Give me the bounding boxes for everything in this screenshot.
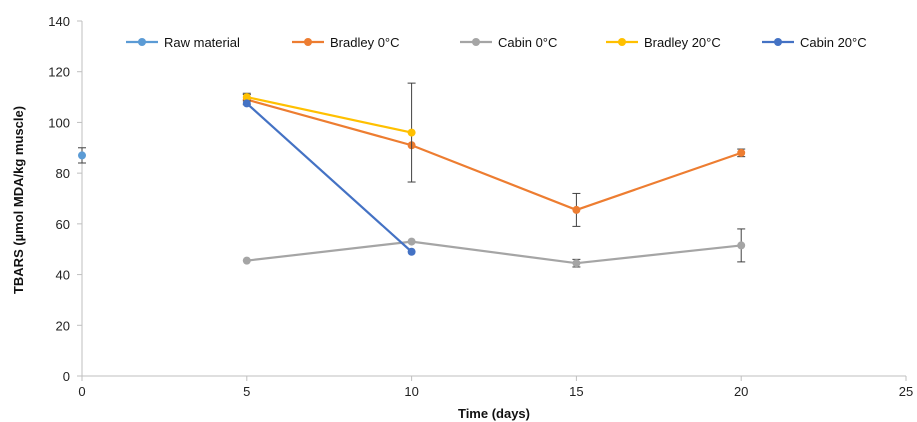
- data-point: [242, 256, 251, 265]
- series-layer: [78, 82, 746, 268]
- series-3: [242, 82, 416, 183]
- series-1: [242, 94, 746, 227]
- y-tick-label: 100: [48, 115, 70, 130]
- y-tick-label: 60: [56, 217, 70, 232]
- series-line: [246, 240, 742, 265]
- legend-label: Cabin 0°C: [498, 35, 557, 50]
- x-tick-label: 20: [734, 384, 748, 399]
- legend: Raw material Bradley 0°C Cabin 0°C Bradley …: [126, 35, 867, 50]
- data-point: [572, 205, 581, 214]
- legend-swatch-marker: [138, 38, 146, 46]
- y-tick-label: 20: [56, 318, 70, 333]
- data-point: [407, 247, 416, 256]
- y-axis-ticks: 0 20 40 60 80 100 120 140: [48, 14, 82, 384]
- legend-swatch-marker: [472, 38, 480, 46]
- data-point: [407, 237, 416, 246]
- data-point: [242, 93, 251, 102]
- y-tick-label: 0: [63, 369, 70, 384]
- legend-swatch-marker: [618, 38, 626, 46]
- legend-swatch-marker: [304, 38, 312, 46]
- data-point: [78, 151, 86, 160]
- data-point: [737, 241, 746, 250]
- data-point: [737, 148, 746, 157]
- x-tick-label: 0: [78, 384, 85, 399]
- data-point: [572, 259, 581, 268]
- series-4: [242, 99, 416, 256]
- legend-label: Raw material: [164, 35, 240, 50]
- y-tick-label: 80: [56, 166, 70, 181]
- x-tick-label: 10: [404, 384, 418, 399]
- series-line: [246, 98, 742, 212]
- series-line: [246, 95, 412, 134]
- series-line: [246, 102, 413, 253]
- data-point: [407, 128, 416, 137]
- x-axis-title: Time (days): [458, 406, 530, 421]
- x-tick-label: 5: [243, 384, 250, 399]
- data-point: [242, 99, 251, 108]
- legend-label: Bradley 0°C: [330, 35, 400, 50]
- legend-label: Bradley 20°C: [644, 35, 721, 50]
- y-axis-title: TBARS (µmol MDA/kg muscle): [11, 106, 26, 294]
- x-axis-ticks: 0 5 10 15 20 25: [78, 376, 913, 399]
- legend-label: Cabin 20°C: [800, 35, 867, 50]
- series-2: [242, 228, 746, 268]
- x-tick-label: 25: [899, 384, 913, 399]
- x-tick-label: 15: [569, 384, 583, 399]
- y-tick-label: 40: [56, 268, 70, 283]
- series-0: [78, 147, 86, 164]
- y-tick-label: 140: [48, 14, 70, 29]
- legend-swatch-marker: [774, 38, 782, 46]
- y-tick-label: 120: [48, 65, 70, 80]
